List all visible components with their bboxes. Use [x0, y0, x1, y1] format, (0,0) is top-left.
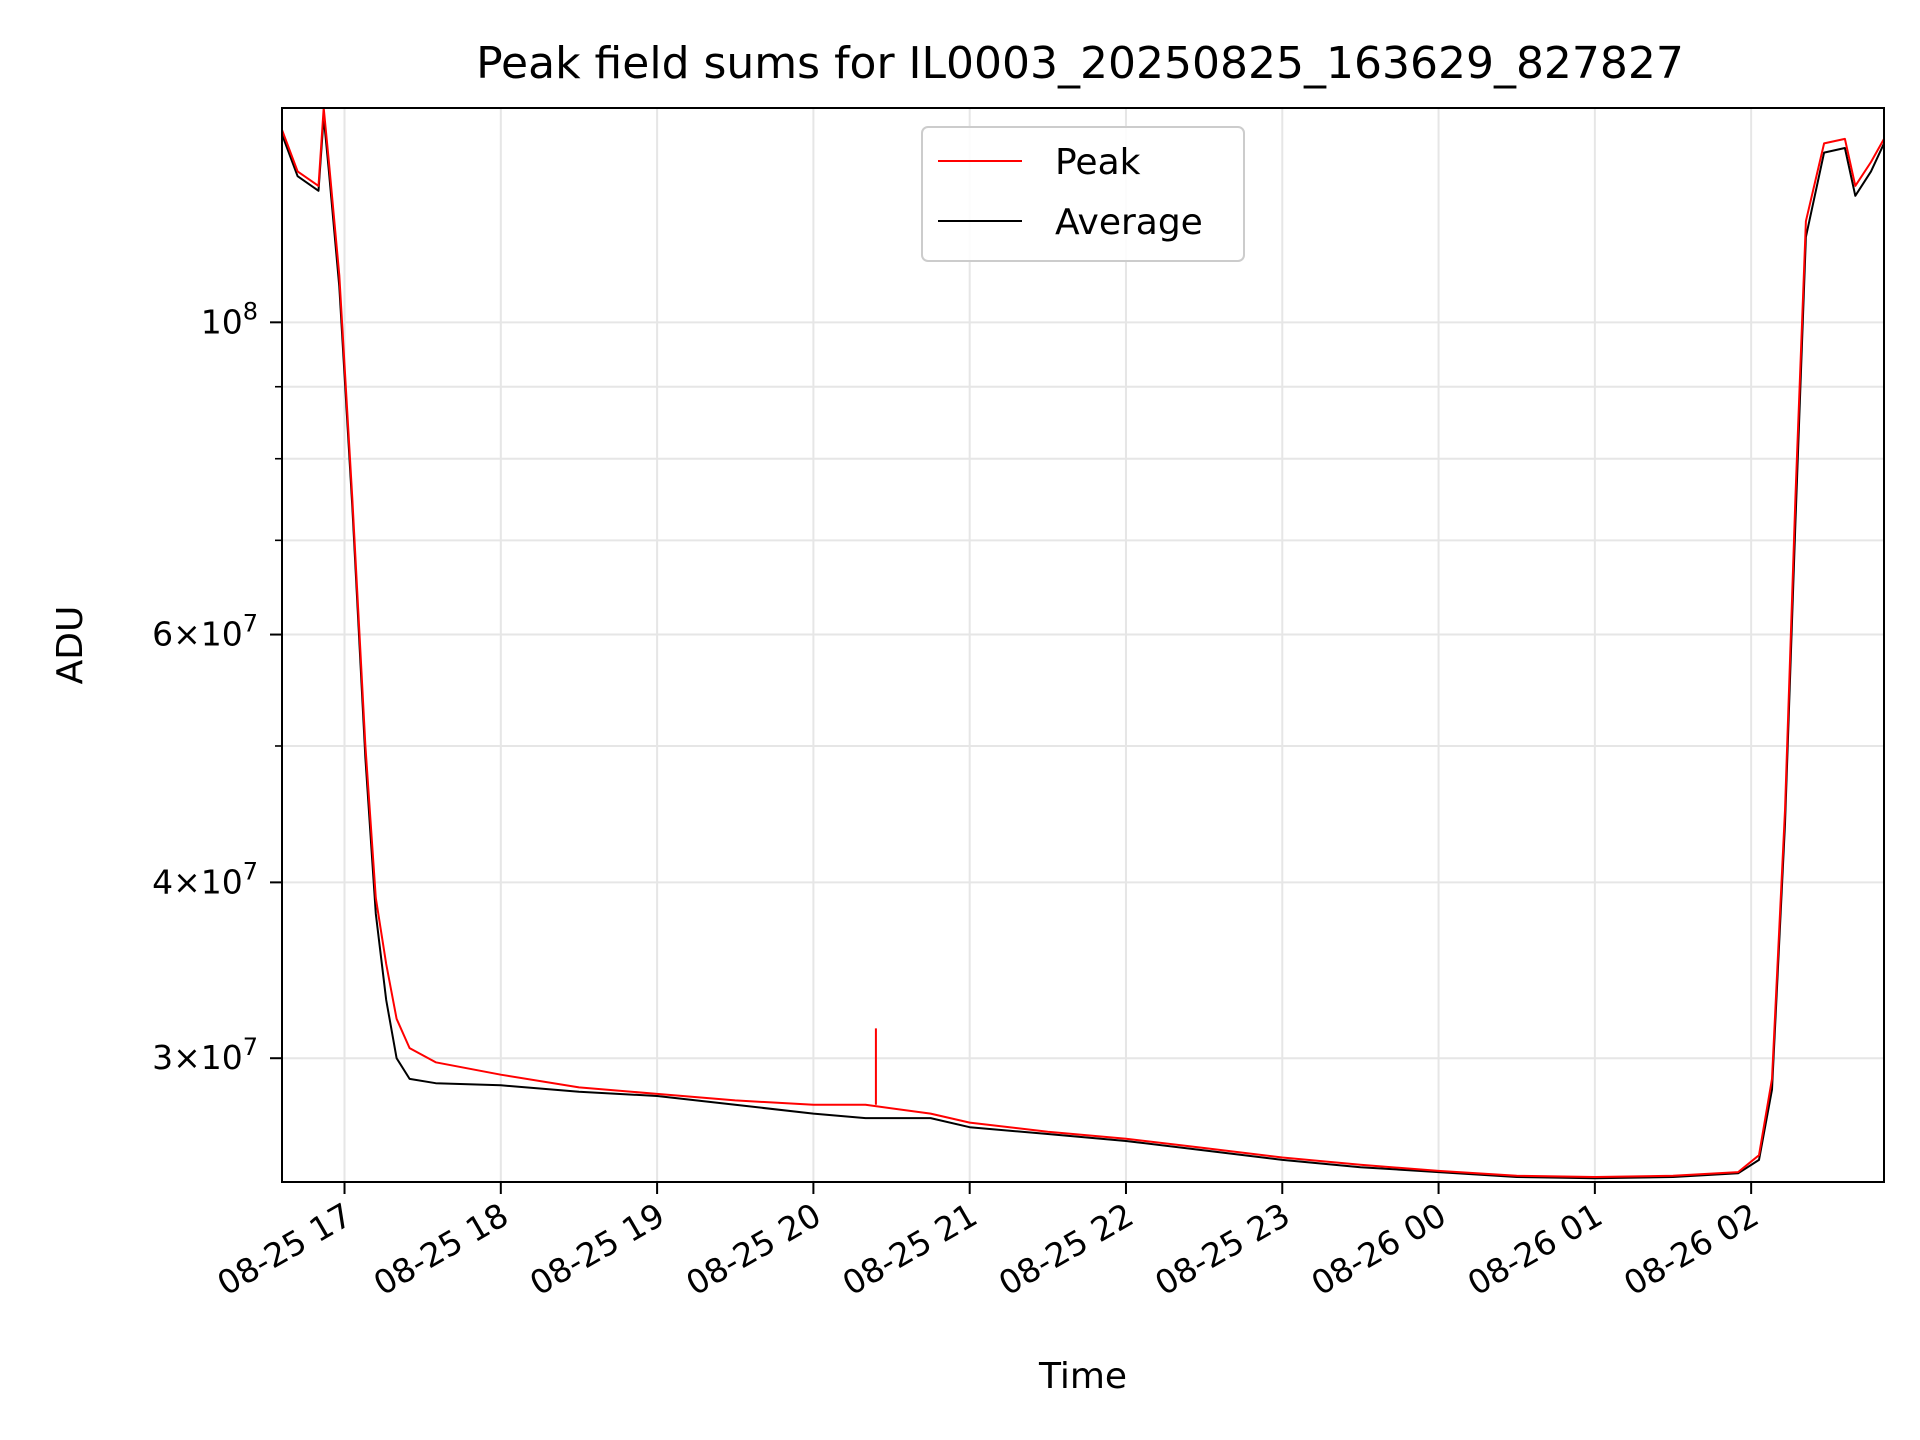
x-axis-label: Time: [1038, 1356, 1127, 1397]
y-tick-label: 6×107: [152, 610, 258, 654]
y-tick-label: 4×107: [152, 857, 258, 901]
y-tick-base: 10: [201, 302, 243, 341]
y-tick-label: 108: [201, 297, 258, 341]
legend-label-peak: Peak: [1055, 142, 1141, 183]
y-tick-mantissa: 3: [152, 1038, 173, 1077]
y-tick-exponent: 7: [243, 1033, 258, 1061]
legend-label-average: Average: [1055, 202, 1203, 243]
y-tick-exponent: 8: [243, 297, 258, 325]
y-tick-label: 3×107: [152, 1033, 258, 1077]
series-line-peak: [281, 107, 1885, 1178]
y-tick-exponent: 7: [243, 610, 258, 638]
y-tick-mantissa: 4: [152, 862, 173, 901]
y-tick-times: ×10: [173, 1038, 243, 1077]
legend: Peak Average: [921, 126, 1245, 262]
grid: [282, 108, 1884, 1182]
plot-frame: [281, 107, 1885, 1183]
chart-title: Peak field sums for IL0003_20250825_1636…: [476, 38, 1684, 89]
y-axis-label: ADU: [50, 606, 91, 685]
series-layer: [281, 107, 1885, 1180]
y-tick-mantissa: 6: [152, 615, 173, 654]
y-tick-exponent: 7: [243, 857, 258, 885]
y-tick-times: ×10: [173, 615, 243, 654]
y-tick-times: ×10: [173, 862, 243, 901]
